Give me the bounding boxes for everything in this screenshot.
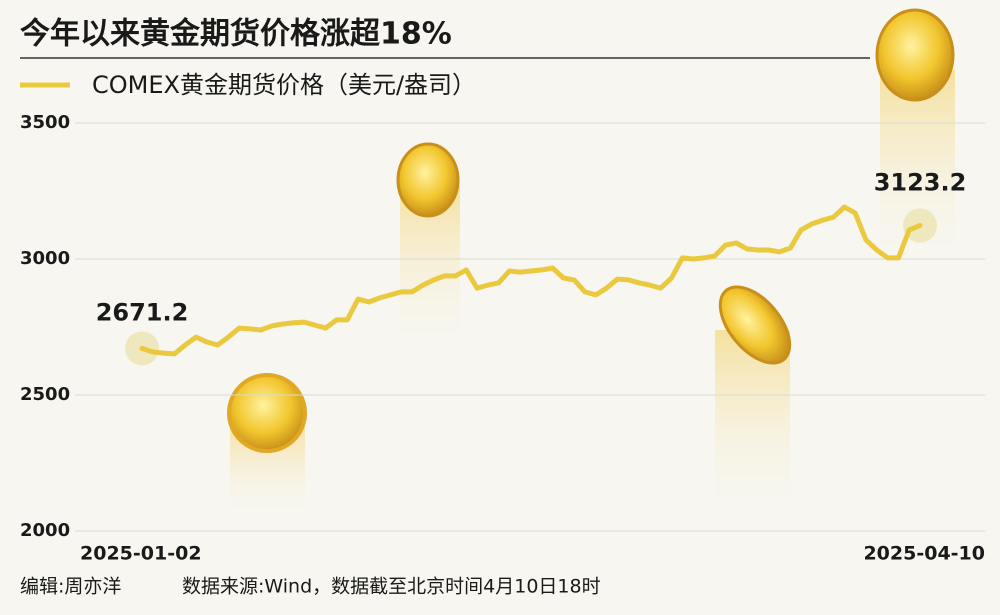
x-tick-label: 2025-04-10 bbox=[863, 543, 985, 565]
x-tick-label: 2025-01-02 bbox=[80, 543, 202, 565]
legend-label: COMEX黄金期货价格（美元/盎司） bbox=[92, 71, 476, 99]
line bbox=[139, 204, 923, 357]
data-label: 2671.2 bbox=[96, 298, 189, 326]
y-tick-label: 3000 bbox=[20, 248, 70, 269]
editor: 编辑:周亦洋 bbox=[20, 576, 121, 598]
y-tick-label: 2500 bbox=[20, 384, 70, 405]
y-tick-label: 2000 bbox=[20, 520, 70, 541]
data-label: 3123.2 bbox=[874, 168, 967, 196]
source: 数据来源:Wind，数据截至北京时间4月10日18时 bbox=[182, 576, 601, 598]
chart-title: 今年以来黄金期货价格涨超18% bbox=[20, 17, 452, 52]
decoration bbox=[227, 8, 955, 520]
y-tick-label: 3500 bbox=[20, 112, 70, 133]
